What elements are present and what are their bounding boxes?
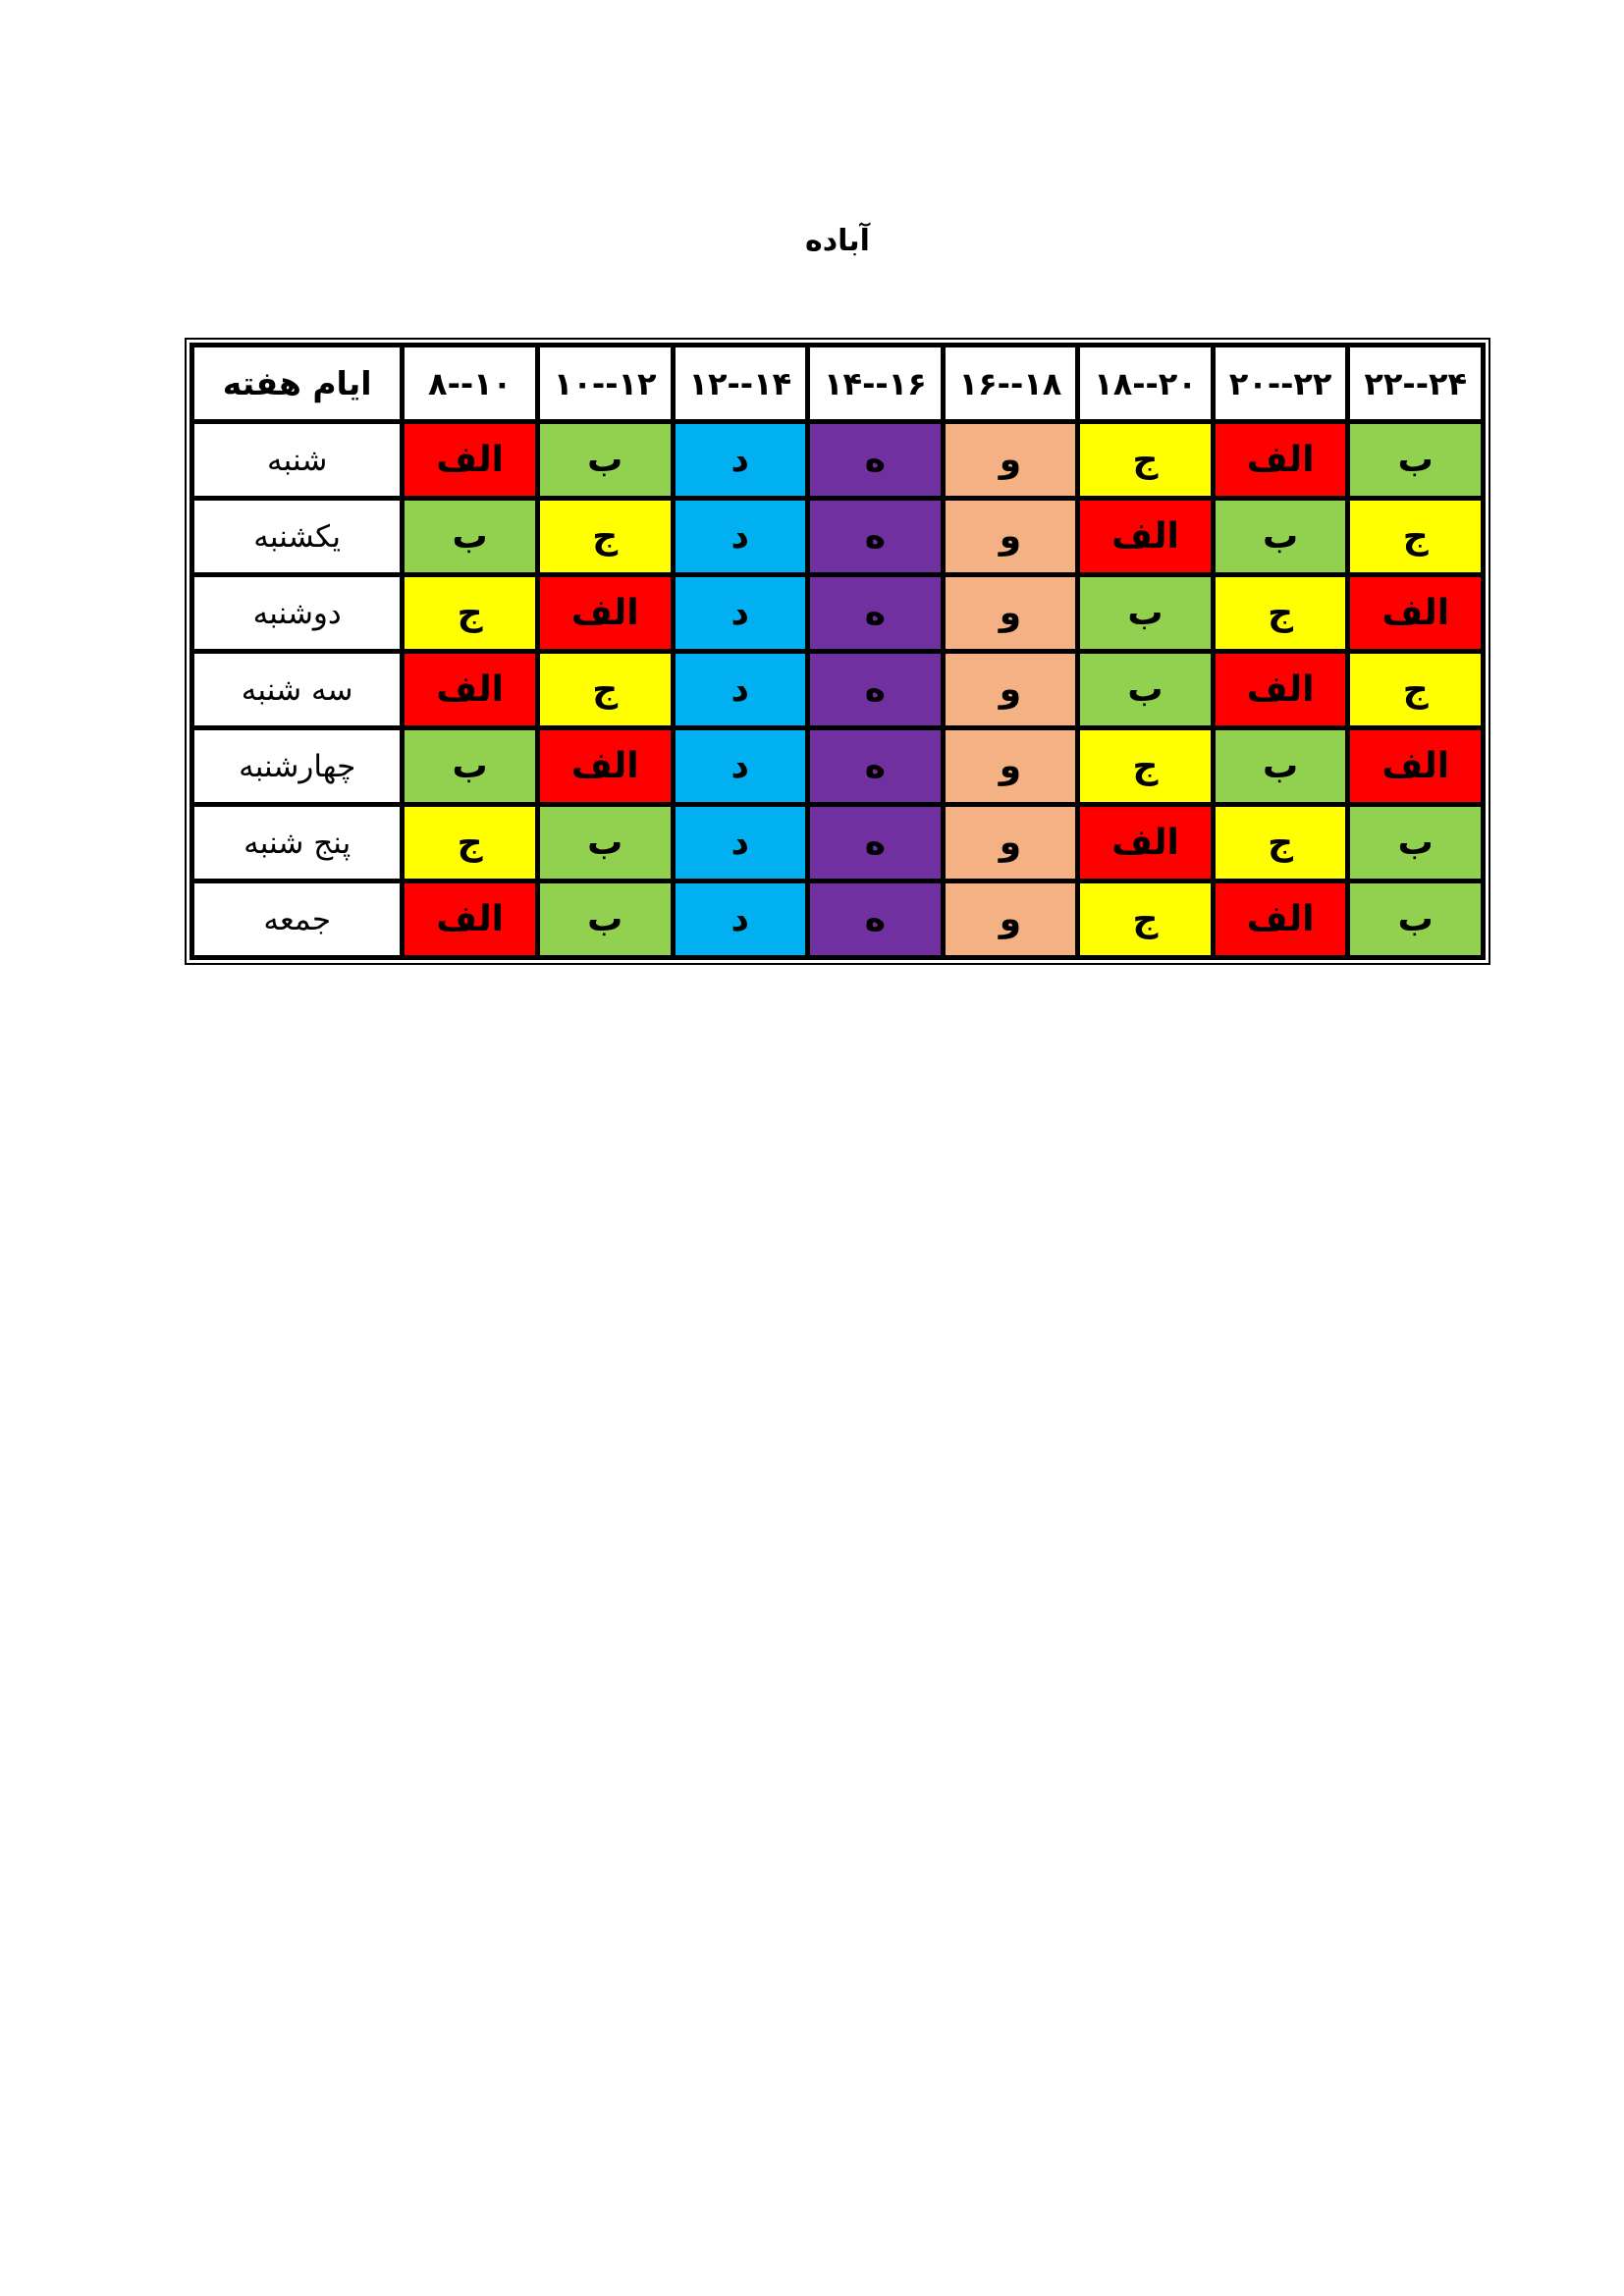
schedule-cell: د — [670, 649, 811, 730]
schedule-cell: الف — [1210, 879, 1351, 960]
schedule-cell: ه — [805, 879, 946, 960]
table-row-monday: دوشنبه ج الف د ه و ب ج الف — [189, 572, 1486, 654]
schedule-cell: ب — [1075, 572, 1216, 654]
schedule-cell: د — [670, 572, 811, 654]
schedule-cell: د — [670, 496, 811, 577]
schedule-cell: ج — [1210, 572, 1351, 654]
schedule-cell: ه — [805, 419, 946, 501]
schedule-cell: و — [940, 879, 1081, 960]
header-cell-time-slot-10-12: ۱۰--۱۲ — [534, 343, 676, 424]
day-cell: چهارشنبه — [189, 725, 406, 807]
header-cell-time-slot-8-10: ۸--۱۰ — [400, 343, 540, 424]
schedule-cell: ه — [805, 725, 946, 807]
schedule-cell: الف — [1345, 725, 1486, 807]
schedule-cell: ج — [1075, 725, 1216, 807]
schedule-cell: الف — [400, 419, 540, 501]
table-row-tuesday: سه شنبه الف ج د ه و ب الف ج — [189, 649, 1486, 730]
day-cell: شنبه — [189, 419, 406, 501]
schedule-cell: و — [940, 802, 1081, 883]
table-row-thursday: پنج شنبه ج ب د ه و الف ج ب — [189, 802, 1486, 883]
schedule-cell: د — [670, 419, 811, 501]
schedule-cell: ب — [400, 496, 540, 577]
schedule-cell: الف — [534, 725, 676, 807]
header-row: ایام هفته ۸--۱۰ ۱۰--۱۲ ۱۲--۱۴ ۱۴--۱۶ ۱۶-… — [189, 343, 1486, 424]
schedule-cell: ه — [805, 572, 946, 654]
schedule-cell: الف — [1345, 572, 1486, 654]
table-row-saturday: شنبه الف ب د ه و ج الف ب — [189, 419, 1486, 501]
schedule-cell: ب — [400, 725, 540, 807]
schedule-cell: الف — [400, 649, 540, 730]
table-row-wednesday: چهارشنبه ب الف د ه و ج ب الف — [189, 725, 1486, 807]
schedule-cell: الف — [1075, 802, 1216, 883]
schedule-cell: ج — [400, 802, 540, 883]
schedule-cell: ج — [400, 572, 540, 654]
header-cell-time-slot-22-24: ۲۲--۲۴ — [1345, 343, 1486, 424]
schedule-cell: الف — [400, 879, 540, 960]
schedule-cell: ج — [1075, 879, 1216, 960]
header-cell-time-slot-14-16: ۱۴--۱۶ — [805, 343, 946, 424]
schedule-cell: و — [940, 725, 1081, 807]
day-cell: جمعه — [189, 879, 406, 960]
schedule-cell: ج — [1345, 496, 1486, 577]
header-cell-time-slot-12-14: ۱۲--۱۴ — [670, 343, 811, 424]
schedule-cell: د — [670, 725, 811, 807]
schedule-cell: ه — [805, 496, 946, 577]
header-cell-time-slot-20-22: ۲۰--۲۲ — [1210, 343, 1351, 424]
schedule-cell: ب — [1345, 802, 1486, 883]
schedule-cell: ج — [534, 649, 676, 730]
schedule-cell: الف — [1075, 496, 1216, 577]
schedule-table: ایام هفته ۸--۱۰ ۱۰--۱۲ ۱۲--۱۴ ۱۴--۱۶ ۱۶-… — [189, 343, 1486, 960]
schedule-cell: و — [940, 496, 1081, 577]
schedule-cell: الف — [1210, 649, 1351, 730]
schedule-cell: و — [940, 419, 1081, 501]
schedule-table-frame: ایام هفته ۸--۱۰ ۱۰--۱۲ ۱۲--۱۴ ۱۴--۱۶ ۱۶-… — [185, 338, 1490, 965]
schedule-cell: ج — [1345, 649, 1486, 730]
document-title: آباده — [805, 224, 870, 258]
schedule-cell: ب — [534, 879, 676, 960]
header-cell-time-slot-18-20: ۱۸--۲۰ — [1075, 343, 1216, 424]
schedule-cell: د — [670, 802, 811, 883]
day-cell: یکشنبه — [189, 496, 406, 577]
schedule-cell: ج — [1075, 419, 1216, 501]
table-row-sunday: یکشنبه ب ج د ه و الف ب ج — [189, 496, 1486, 577]
schedule-cell: ه — [805, 802, 946, 883]
schedule-cell: د — [670, 879, 811, 960]
schedule-cell: ج — [534, 496, 676, 577]
schedule-cell: الف — [534, 572, 676, 654]
schedule-cell: ب — [1345, 419, 1486, 501]
schedule-cell: ب — [534, 802, 676, 883]
schedule-cell: ج — [1210, 802, 1351, 883]
day-cell: سه شنبه — [189, 649, 406, 730]
schedule-cell: و — [940, 572, 1081, 654]
schedule-cell: ب — [1210, 725, 1351, 807]
schedule-cell: ب — [534, 419, 676, 501]
header-cell-days: ایام هفته — [189, 343, 406, 424]
schedule-cell: ب — [1345, 879, 1486, 960]
header-cell-time-slot-16-18: ۱۶--۱۸ — [940, 343, 1081, 424]
schedule-cell: ه — [805, 649, 946, 730]
day-cell: پنج شنبه — [189, 802, 406, 883]
schedule-cell: و — [940, 649, 1081, 730]
schedule-cell: ب — [1210, 496, 1351, 577]
schedule-cell: ب — [1075, 649, 1216, 730]
day-cell: دوشنبه — [189, 572, 406, 654]
schedule-cell: الف — [1210, 419, 1351, 501]
table-row-friday: جمعه الف ب د ه و ج الف ب — [189, 879, 1486, 960]
